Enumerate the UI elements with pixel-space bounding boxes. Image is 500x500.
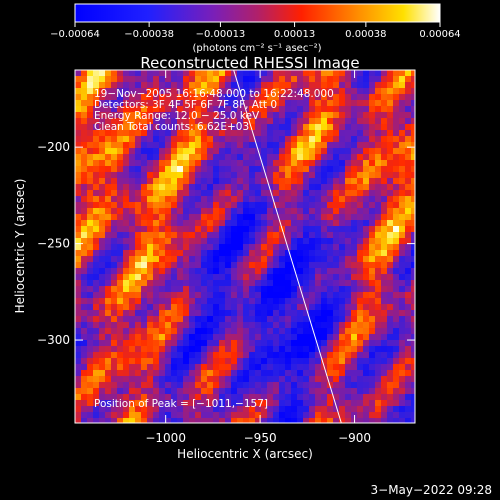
peak-position-label: Position of Peak = [−1011,−157] [94,398,268,410]
y-tick-label: −300 [37,333,70,347]
info-time-range: 19−Nov−2005 16:16:48.000 to 16:22:48.000 [94,88,334,100]
colorbar-unit-label: (photons cm⁻² s⁻¹ asec⁻²) [192,43,321,54]
x-axis-label: Heliocentric X (arcsec) [177,447,313,461]
y-tick-label: −250 [37,237,70,251]
solar-limb-line [233,70,342,423]
info-energy-range: Energy Range: 12.0 − 25.0 keV [94,110,260,122]
colorbar-tick-label: 0.00013 [274,29,315,40]
y-tick-label: −200 [37,140,70,154]
colorbar-tick-label: −0.00013 [196,29,246,40]
chart-title: Reconstructed RHESSI Image [140,54,359,72]
colorbar-tick-label: −0.00038 [124,29,174,40]
info-detectors: Detectors: 3F 4F 5F 6F 7F 8F, Att 0 [94,99,277,111]
y-axis-label: Heliocentric Y (arcsec) [13,179,27,314]
colorbar-tick-label: 0.00064 [419,29,460,40]
colorbar [74,3,441,23]
plot-area: −1000 −950 −900 −200 −250 −300 [37,69,416,445]
colorbar-tick-label: 0.00038 [345,29,386,40]
heatmap-grid [75,70,415,423]
axis-ticks: −1000 −950 −900 −200 −250 −300 [37,70,415,445]
x-tick-label: −950 [244,431,277,445]
colorbar-ticks: −0.00064 −0.00038 −0.00013 0.00013 0.00038 0.… [50,22,461,40]
plot-frame [74,69,416,424]
x-tick-label: −1000 [145,431,186,445]
footer-date: 3−May−2022 09:28 [371,483,493,497]
x-tick-label: −900 [338,431,371,445]
colorbar-tick-label: −0.00064 [50,29,100,40]
info-counts: Clean Total counts: 6.62E+03 [94,121,249,133]
